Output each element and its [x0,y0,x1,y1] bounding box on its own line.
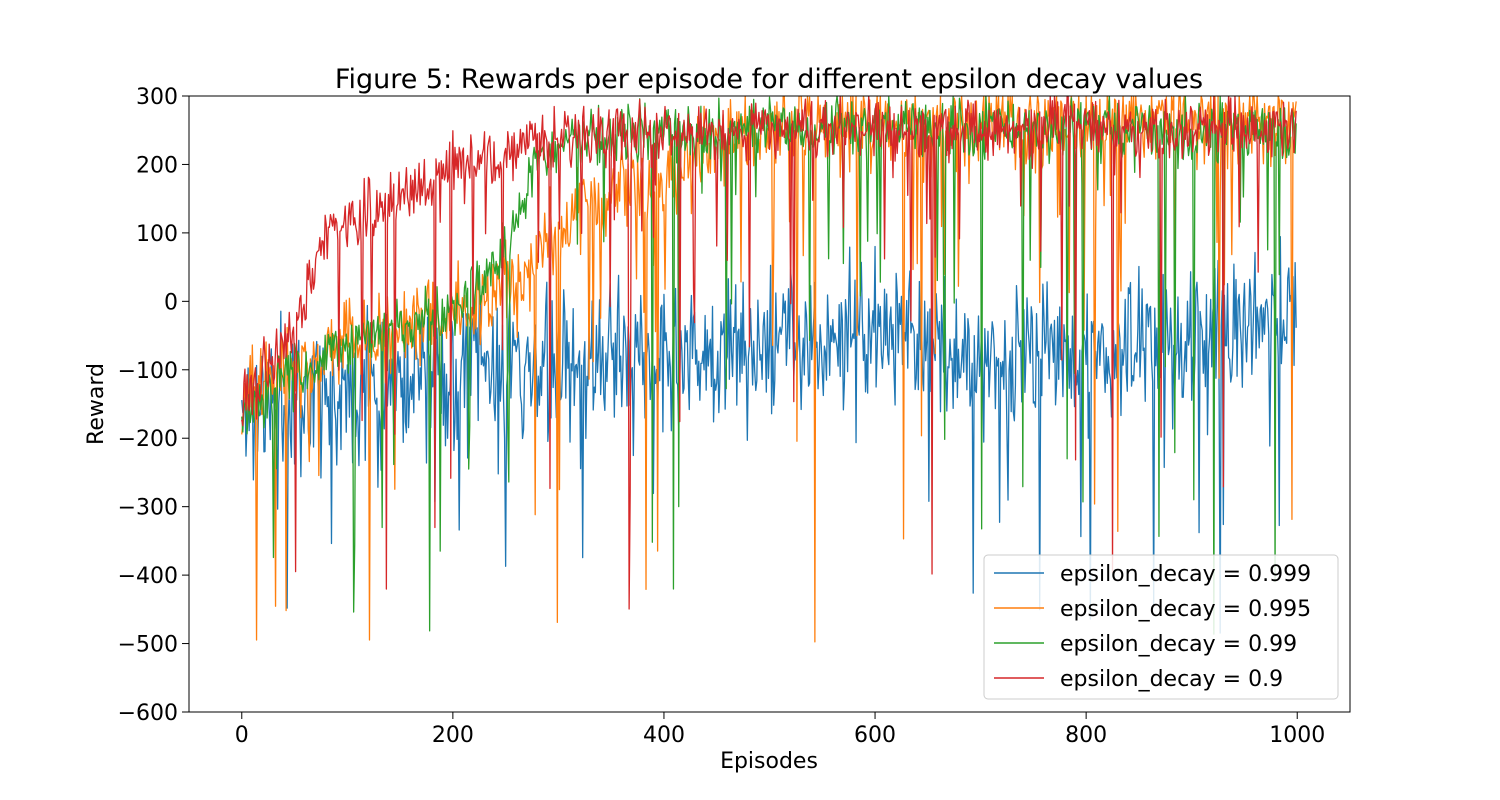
x-tick-label: 0 [235,723,249,748]
legend-label: epsilon_decay = 0.99 [1060,632,1297,657]
y-tick-label: 200 [136,153,178,178]
y-tick-label: 0 [164,290,178,315]
x-tick-label: 600 [854,723,896,748]
y-tick-label: −100 [118,359,178,384]
legend-label: epsilon_decay = 0.995 [1060,597,1311,622]
x-axis-label: Episodes [720,749,818,774]
plot-frame [188,95,1351,713]
x-tick-label: 400 [643,723,685,748]
legend-label: epsilon_decay = 0.999 [1060,562,1311,587]
x-tick-label: 1000 [1269,723,1325,748]
y-axis: −600 −500 −400 −300 −200 −100 0 100 200 300 [118,85,189,726]
legend-box [983,554,1339,700]
y-tick-label: −400 [118,564,178,589]
y-tick-label: 300 [136,85,178,110]
y-tick-label: −500 [118,633,178,658]
legend: epsilon_decay = 0.999 epsilon_decay = 0.9… [983,554,1339,700]
y-tick-label: −200 [118,427,178,452]
x-axis: 0 200 400 600 800 1000 [235,712,1325,748]
series-line-3 [241,96,1297,610]
y-axis-label: Reward [84,363,109,445]
y-tick-label: −600 [118,701,178,726]
x-tick-label: 200 [432,723,474,748]
y-tick-label: 100 [136,222,178,247]
series-line-0 [241,236,1297,634]
legend-label: epsilon_decay = 0.9 [1060,667,1283,692]
chart-title: Figure 5: Rewards per episode for differ… [335,64,1203,95]
x-tick-label: 800 [1065,723,1107,748]
series-layer [241,96,1297,643]
y-tick-label: −300 [118,496,178,521]
